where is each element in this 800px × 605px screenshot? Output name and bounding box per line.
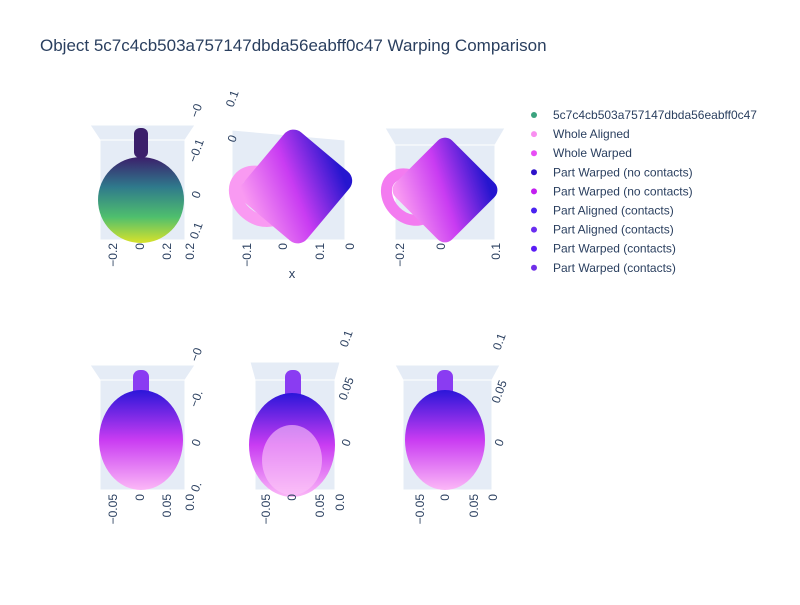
tick-label: 0.0 <box>183 494 197 511</box>
legend-item[interactable]: Whole Aligned <box>531 127 630 141</box>
legend-item[interactable]: Whole Warped <box>531 146 632 160</box>
legend-label: Part Warped (contacts) <box>553 242 676 256</box>
legend-marker <box>531 264 537 271</box>
tick-label: 0.1 <box>337 328 356 349</box>
legend-marker <box>531 188 537 195</box>
tick-label: 0 <box>343 243 357 250</box>
tick-label: −0.05 <box>259 494 273 525</box>
legend-label: Whole Warped <box>553 146 632 160</box>
tick-label: −0 <box>187 346 205 364</box>
legend-item[interactable]: Part Warped (contacts) <box>531 242 676 256</box>
tick-label: 0.05 <box>160 494 174 518</box>
legend-label: 5c7c4cb503a757147dbda56eabff0c47 <box>553 108 757 122</box>
legend-marker <box>531 207 537 214</box>
tick-label: 0 <box>133 494 147 501</box>
tick-label: 0 <box>189 189 205 200</box>
tick-label: −0.1 <box>240 243 254 267</box>
tick-label: 0 <box>486 494 500 501</box>
scene-6 <box>394 364 501 491</box>
legend-item[interactable]: Part Aligned (contacts) <box>531 204 674 218</box>
legend-item[interactable]: Part Warped (no contacts) <box>531 165 693 179</box>
tick-label: −0.05 <box>106 494 120 525</box>
scene-5 <box>249 361 341 497</box>
legend-marker <box>531 245 537 252</box>
tick-label: 0.05 <box>313 494 327 518</box>
legend-marker <box>531 150 537 157</box>
legend-item[interactable]: Part Warped (contacts) <box>531 261 676 275</box>
tick-label: 0.05 <box>336 375 357 402</box>
tick-label: 0 <box>438 494 452 501</box>
legend-item[interactable]: 5c7c4cb503a757147dbda56eabff0c47 <box>531 108 757 122</box>
legend-item[interactable]: Part Aligned (contacts) <box>531 223 674 237</box>
tick-label: 0.05 <box>467 494 481 518</box>
legend-label: Part Aligned (contacts) <box>553 223 674 237</box>
tick-label: −0.05 <box>413 494 427 525</box>
scene-3 <box>380 127 506 243</box>
legend-marker <box>531 131 537 138</box>
tick-label: −0 <box>187 102 205 120</box>
tick-label: 0 <box>434 243 448 250</box>
scene-1 <box>89 124 196 243</box>
tick-labels: −0.2 0 0.2 0.2 −0 −0.1 0 0.1 −0.1 0 0.1 0 0.1 0 x −0.2 0… <box>106 88 510 524</box>
tick-label: 0.1 <box>489 243 503 260</box>
tick-label: 0. <box>188 480 205 494</box>
tick-label: 0 <box>339 437 355 448</box>
tick-label: 0 <box>285 494 299 501</box>
legend-marker <box>531 112 537 118</box>
tick-label: 0 <box>189 437 205 448</box>
tick-label: −0.2 <box>393 243 407 267</box>
tick-label: 0 <box>225 133 241 144</box>
tick-label: 0.1 <box>223 88 242 109</box>
legend-label: Part Warped (no contacts) <box>553 184 693 198</box>
tick-label: 0.2 <box>160 243 174 260</box>
tick-label: 0 <box>276 243 290 250</box>
tick-label: 0.2 <box>183 243 197 260</box>
tick-label: 0 <box>492 437 508 448</box>
tick-label: 0.1 <box>187 220 206 241</box>
tick-label: −0.2 <box>106 243 120 267</box>
legend-label: Whole Aligned <box>553 127 630 141</box>
tick-label: 0.0 <box>333 494 347 511</box>
legend-label: Part Warped (no contacts) <box>553 165 693 179</box>
tick-label: −0. <box>187 388 206 409</box>
scene-4 <box>89 364 196 491</box>
legend-item[interactable]: Part Warped (no contacts) <box>531 184 693 198</box>
legend-marker <box>531 169 537 176</box>
tick-label: 0.1 <box>313 243 327 260</box>
tick-label: 0 <box>133 243 147 250</box>
legend-label: Part Warped (contacts) <box>553 261 676 275</box>
legend: 5c7c4cb503a757147dbda56eabff0c47 Whole Al… <box>531 108 757 275</box>
axis-title: x <box>289 266 296 281</box>
title: Object 5c7c4cb503a757147dbda56eabff0c47 … <box>40 36 547 55</box>
legend-label: Part Aligned (contacts) <box>553 204 674 218</box>
tick-label: −0.1 <box>186 137 207 164</box>
scene-2 <box>228 129 353 244</box>
legend-marker <box>531 226 537 233</box>
tick-label: 0.1 <box>490 331 509 352</box>
